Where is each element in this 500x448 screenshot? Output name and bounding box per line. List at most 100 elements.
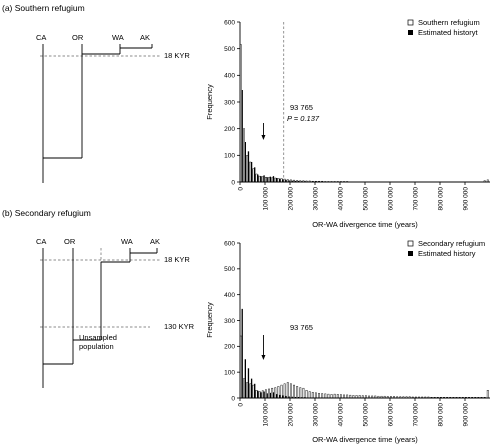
bar-b-open	[249, 383, 252, 399]
bar-a-filled	[269, 176, 271, 182]
chart-b-x-ticks: 0 100 000 200 000 300 000 400 000 500 000 600 …	[237, 398, 469, 427]
bar-a-open	[274, 177, 277, 183]
bar-a-filled	[250, 162, 253, 182]
bar-b-open	[268, 388, 270, 399]
bar-b-filled	[285, 395, 287, 398]
x-tick-label: 600 000	[387, 403, 394, 427]
bar-a-open	[271, 177, 274, 183]
x-tick-label: 900 000	[462, 187, 469, 211]
y-tick-label: 300	[224, 99, 235, 106]
bar-a-filled	[244, 142, 246, 182]
bar-a-open	[264, 176, 267, 183]
bar-a-filled	[241, 90, 243, 182]
bar-a-filled	[272, 176, 275, 182]
y-tick-label: 300	[224, 318, 235, 325]
x-tick-label: 200 000	[287, 403, 294, 427]
x-tick-label: 300 000	[312, 187, 319, 211]
x-tick-label: 400 000	[337, 187, 344, 211]
bar-b-open	[333, 393, 336, 399]
chart-b-open-bars	[239, 335, 489, 399]
chart-a-annotation-p: P = 0.137	[287, 114, 320, 123]
y-tick-label: 500	[224, 266, 235, 273]
bar-b-open	[252, 384, 255, 399]
bar-b-filled	[257, 390, 259, 398]
bar-b-open	[293, 384, 295, 399]
bar-a-filled	[266, 177, 268, 182]
bar-b-open	[277, 386, 280, 399]
bar-b-filled	[297, 396, 300, 398]
bar-a-filled	[257, 174, 259, 182]
bar-b-open	[283, 383, 286, 399]
bar-b-open	[286, 382, 289, 399]
bar-a-open	[246, 155, 249, 183]
bar-b-open	[308, 391, 311, 399]
tree-b-label-wa: WA	[121, 237, 133, 246]
x-tick-label: 800 000	[437, 403, 444, 427]
chart-b: 0 100 200 300 400 500 600 0 100 000 200 000 300 0…	[205, 239, 490, 444]
bar-b-filled	[254, 383, 256, 398]
x-tick-label: 400 000	[337, 403, 344, 427]
bar-b-filled	[263, 391, 265, 398]
chart-a-legend-fill-swatch	[408, 30, 413, 35]
bar-a-open	[280, 178, 283, 183]
bar-b-open	[336, 394, 339, 399]
bar-a-open	[249, 161, 252, 183]
x-tick-label: 700 000	[412, 403, 419, 427]
y-tick-label: 600	[224, 19, 235, 26]
x-tick-label: 900 000	[462, 403, 469, 427]
x-tick-label: 100 000	[262, 187, 269, 211]
bar-b-open	[271, 387, 274, 399]
bar-b-open	[280, 384, 283, 399]
y-tick-label: 400	[224, 292, 235, 299]
chart-b-legend-fill-swatch	[408, 251, 413, 256]
bar-b-open	[264, 389, 267, 399]
bar-a-filled	[254, 167, 256, 182]
bar-b-open	[346, 394, 349, 399]
x-tick-label: 0	[237, 403, 244, 407]
panel-a-title: (a) Southern refugium	[2, 3, 85, 13]
tree-b-unsampled-line1: Unsampled	[79, 333, 117, 342]
tree-a: CA OR WA AK 18 KYR	[36, 33, 190, 183]
tree-b-label-or: OR	[64, 237, 76, 246]
bar-a-filled	[288, 180, 290, 182]
bar-b-open	[243, 378, 245, 399]
chart-b-y-title: Frequency	[205, 302, 214, 338]
bar-a-filled	[279, 178, 281, 182]
bar-a-open	[268, 177, 270, 183]
bar-b-open	[258, 391, 261, 399]
x-tick-label: 100 000	[262, 403, 269, 427]
bar-b-open	[339, 394, 342, 399]
chart-a-arrowhead	[261, 135, 266, 140]
chart-a-legend-open-swatch	[407, 19, 414, 26]
bar-b-filled	[272, 392, 275, 398]
bar-b-filled	[288, 396, 290, 398]
y-tick-label: 0	[231, 179, 235, 186]
chart-a-filled-bars	[241, 90, 490, 182]
y-tick-label: 100	[224, 153, 235, 160]
tree-a-label-ak: AK	[140, 33, 150, 42]
x-tick-label: 200 000	[287, 187, 294, 211]
chart-a-annotation-value: 93 765	[290, 103, 313, 112]
tree-b-time-18: 18 KYR	[164, 255, 190, 264]
y-tick-label: 200	[224, 344, 235, 351]
tree-a-time-18: 18 KYR	[164, 51, 190, 60]
chart-b-x-title: OR-WA divergence time (years)	[312, 435, 418, 444]
bar-b-open	[305, 390, 308, 399]
bar-b-filled	[291, 396, 293, 398]
bar-a-filled	[247, 151, 250, 182]
tree-b-label-ak: AK	[150, 237, 160, 246]
chart-a: 0 100 200 300 400 500 600 0 100 000 200 000 300 0…	[205, 18, 490, 229]
bar-b-filled	[294, 396, 296, 398]
chart-b-y-ticks: 0 100 200 300 400 500 600	[224, 240, 240, 402]
bar-b-filled	[247, 368, 250, 398]
bar-b-filled	[244, 359, 246, 398]
y-tick-label: 200	[224, 126, 235, 133]
tree-a-label-or: OR	[72, 33, 84, 42]
chart-b-arrowhead	[261, 355, 266, 360]
bar-b-filled	[260, 392, 262, 398]
bar-b-filled	[275, 394, 278, 398]
y-tick-label: 600	[224, 240, 235, 247]
bar-a-filled	[285, 179, 287, 182]
bar-a-filled	[260, 176, 262, 182]
